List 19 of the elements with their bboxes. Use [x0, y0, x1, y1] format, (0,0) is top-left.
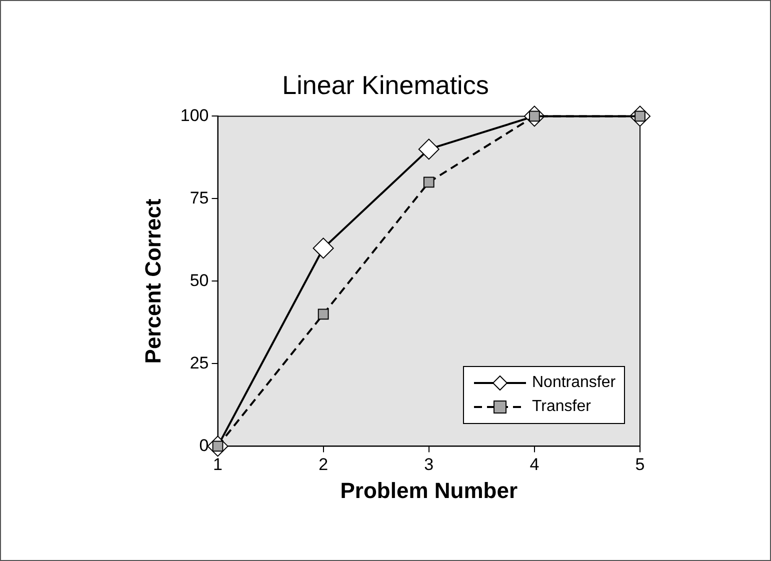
y-tick-label: 50: [190, 270, 209, 290]
point: [423, 176, 434, 188]
point: [312, 238, 334, 259]
point: [318, 308, 329, 320]
y-axis-title: Percent Correct: [140, 198, 166, 364]
x-tick-label: 2: [318, 455, 328, 474]
y-tick-label: 100: [180, 106, 209, 125]
legend-label: Transfer: [532, 398, 591, 416]
point: [418, 138, 440, 160]
x-tick-label: 4: [530, 455, 540, 474]
chart-title: Linear Kinematics: [282, 70, 489, 100]
x-tick-label: 5: [635, 455, 645, 474]
x-axis-title: Problem Number: [340, 478, 518, 503]
y-tick-label: 75: [190, 188, 209, 208]
y-tick-label: 25: [190, 353, 209, 372]
legend-label: Nontransfer: [532, 374, 616, 392]
y-tick-label: 0: [199, 436, 209, 455]
x-tick-label: 3: [424, 455, 434, 474]
x-tick-label: 1: [213, 455, 222, 474]
